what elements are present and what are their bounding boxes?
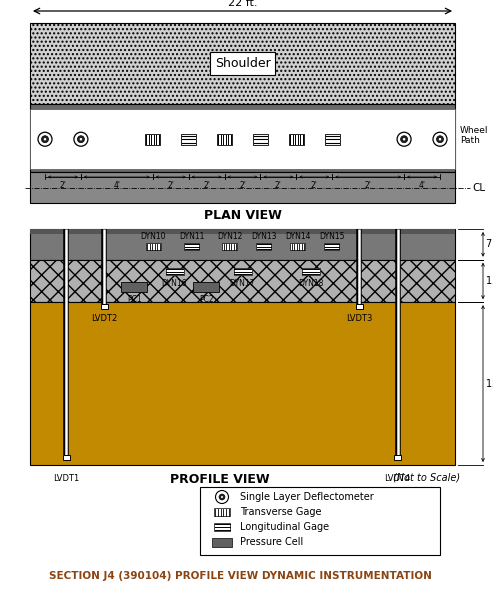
Circle shape (74, 132, 88, 146)
Circle shape (221, 496, 223, 498)
Text: 12' SS: 12' SS (486, 378, 493, 388)
Bar (30, 229, 455, 260)
Text: PC1: PC1 (127, 295, 141, 304)
Text: 2': 2' (167, 181, 174, 190)
Circle shape (77, 136, 84, 143)
Bar (214, 508, 230, 516)
Bar (146, 243, 161, 250)
Bar (30, 260, 455, 302)
Text: PC2: PC2 (199, 295, 213, 304)
Circle shape (439, 138, 441, 141)
Text: 2': 2' (60, 181, 67, 190)
Bar (356, 304, 363, 309)
Bar (145, 134, 160, 145)
Bar (200, 487, 440, 555)
Text: LVDT2: LVDT2 (91, 314, 117, 323)
Text: PLAN VIEW: PLAN VIEW (204, 209, 282, 222)
Circle shape (215, 490, 228, 503)
Circle shape (41, 136, 48, 143)
Bar (290, 243, 305, 250)
Bar (63, 455, 70, 460)
Text: 22 ft.: 22 ft. (228, 0, 257, 8)
Bar (253, 134, 268, 145)
Circle shape (403, 138, 405, 141)
Text: DYN18: DYN18 (298, 279, 323, 288)
Text: Longitudinal Gage: Longitudinal Gage (240, 522, 329, 532)
Bar (324, 243, 339, 250)
Bar (222, 243, 237, 250)
Bar (30, 104, 455, 173)
Text: Wheel
Path: Wheel Path (460, 126, 489, 145)
Bar (193, 282, 219, 292)
Bar (30, 23, 455, 104)
Bar (30, 173, 455, 203)
Bar (234, 268, 251, 275)
Bar (325, 134, 340, 145)
Text: 2': 2' (365, 181, 372, 190)
Text: DYN10: DYN10 (141, 232, 166, 241)
Bar (394, 455, 401, 460)
Text: 2': 2' (311, 181, 318, 190)
Text: 7" AC: 7" AC (486, 240, 493, 249)
Text: DYN11: DYN11 (179, 232, 204, 241)
Circle shape (397, 132, 411, 146)
Text: DYN15: DYN15 (319, 232, 345, 241)
Bar (302, 268, 319, 275)
Text: 2': 2' (275, 181, 282, 190)
Text: 2': 2' (239, 181, 246, 190)
Bar (121, 282, 147, 292)
Circle shape (44, 138, 46, 141)
Text: 4': 4' (113, 181, 120, 190)
Text: SECTION J4 (390104) PROFILE VIEW DYNAMIC INSTRUMENTATION: SECTION J4 (390104) PROFILE VIEW DYNAMIC… (49, 571, 431, 581)
Text: DYN13: DYN13 (251, 232, 277, 241)
Circle shape (436, 136, 444, 143)
Bar (30, 229, 455, 234)
Text: Pressure Cell: Pressure Cell (240, 537, 303, 547)
Text: 2': 2' (203, 181, 210, 190)
Circle shape (401, 136, 408, 143)
Bar (212, 538, 232, 547)
Text: DYN14: DYN14 (285, 232, 311, 241)
Bar (217, 134, 232, 145)
Circle shape (433, 132, 447, 146)
Bar (181, 134, 196, 145)
Bar (30, 110, 455, 169)
Text: 12" ATB: 12" ATB (486, 276, 493, 286)
Text: Single Layer Deflectometer: Single Layer Deflectometer (240, 492, 374, 502)
Text: (Not to Scale): (Not to Scale) (393, 473, 460, 483)
Bar (184, 243, 199, 250)
Circle shape (219, 494, 225, 500)
Bar (289, 134, 304, 145)
Text: Transverse Gage: Transverse Gage (240, 507, 321, 517)
Text: DYN12: DYN12 (217, 232, 243, 241)
Bar (166, 268, 183, 275)
Text: LVDT3: LVDT3 (346, 314, 373, 323)
Text: PROFILE VIEW: PROFILE VIEW (170, 473, 270, 486)
Text: CL: CL (472, 183, 485, 193)
Text: DYN16: DYN16 (162, 279, 187, 288)
Bar (256, 243, 271, 250)
Circle shape (80, 138, 82, 141)
Text: Shoulder: Shoulder (214, 57, 270, 70)
Text: DYN17: DYN17 (230, 279, 255, 288)
Circle shape (38, 132, 52, 146)
Text: 4': 4' (419, 181, 425, 190)
Text: LVDT1: LVDT1 (53, 474, 79, 483)
Bar (101, 304, 108, 309)
Text: LVDT4: LVDT4 (385, 474, 411, 483)
Bar (30, 302, 455, 465)
Bar (214, 523, 230, 531)
